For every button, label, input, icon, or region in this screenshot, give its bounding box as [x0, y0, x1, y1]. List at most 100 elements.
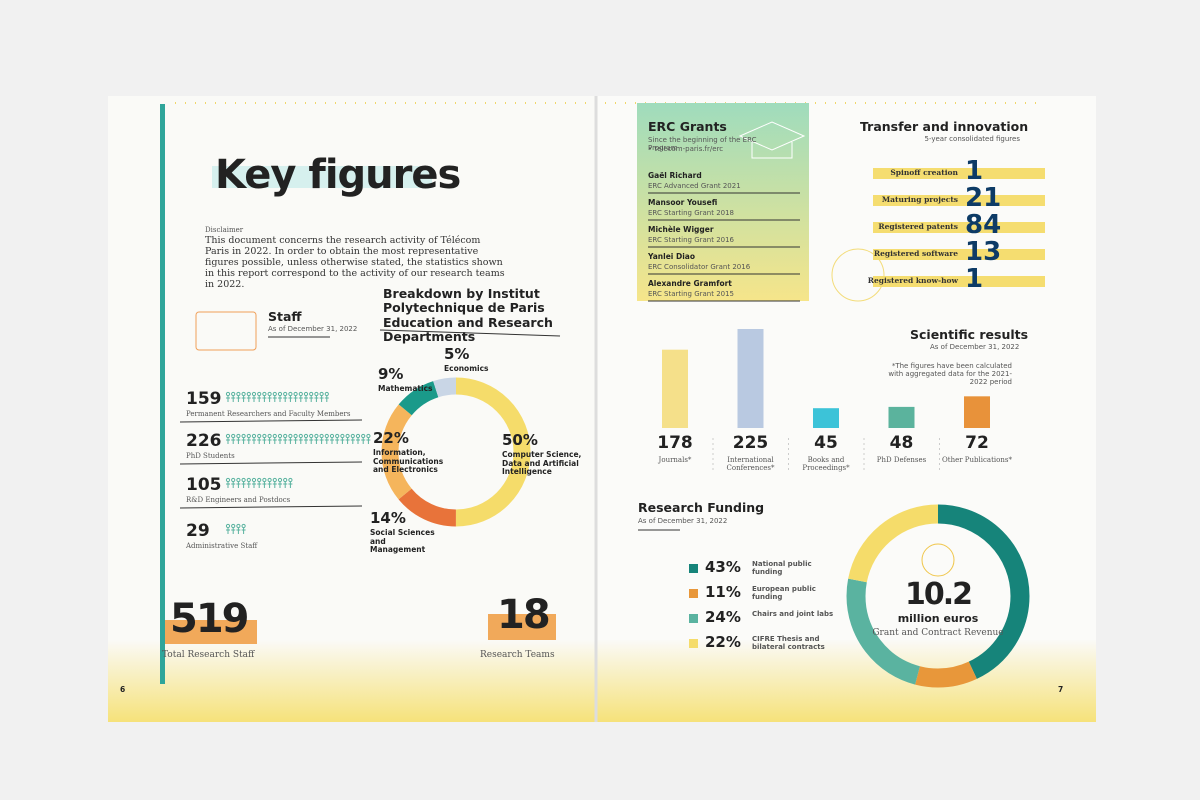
- funding-caption: Grant and Contract Revenue: [872, 628, 1004, 638]
- item-bar: [873, 195, 1045, 206]
- segment-percent: 14%: [370, 509, 406, 527]
- cap-icon: [738, 121, 806, 159]
- erc-link: • telecom-paris.fr/erc: [648, 145, 724, 153]
- item-bar: [873, 222, 1045, 233]
- staff-count: 159: [186, 389, 222, 409]
- segment-percent: 9%: [378, 365, 404, 383]
- donut-segment: [381, 377, 531, 527]
- right-footer: [598, 640, 1096, 722]
- item-bar: [873, 276, 1045, 287]
- staff-label: Permanent Researchers and Faculty Member…: [186, 410, 351, 418]
- staff-label: Administrative Staff: [186, 542, 258, 550]
- chart-title: Scientific results: [910, 327, 1029, 342]
- legend-percent: 11%: [705, 583, 741, 601]
- chart-note: *The figures have been calculated with a…: [888, 362, 1012, 387]
- erc-title: ERC Grants: [648, 119, 727, 134]
- page-number: 6: [120, 685, 126, 694]
- segment-label: Information, Communications and Electron…: [373, 448, 444, 475]
- staff-label: PhD Students: [186, 452, 235, 460]
- staff-date: As of December 31, 2022: [268, 325, 358, 333]
- legend-percent: 24%: [705, 608, 741, 626]
- rule: [179, 505, 363, 509]
- bar: [813, 408, 839, 428]
- chart-date: As of December 31, 2022: [930, 343, 1020, 351]
- edge-strip: [160, 104, 165, 684]
- funding-total: 10.2: [904, 577, 973, 612]
- transfer-subtitle: 5-year consolidated figures: [924, 135, 1020, 143]
- grant-type: ERC Starting Grant 2018: [648, 209, 735, 217]
- item-value: 1: [965, 156, 984, 186]
- item-label: Maturing projects: [881, 195, 958, 204]
- rule: [179, 419, 363, 423]
- total-label: Research Teams: [480, 650, 555, 660]
- grant-type: ERC Starting Grant 2016: [648, 236, 735, 244]
- item-label: Registered patents: [878, 222, 958, 231]
- donut-segment: [846, 504, 1030, 688]
- legend-label: European public funding: [752, 585, 816, 602]
- chart-date: As of December 31, 2022: [638, 517, 728, 525]
- legend-swatch: [689, 639, 698, 648]
- erc-subtitle: Since the beginning of the ERC Program: [648, 136, 757, 153]
- bar-value: 45: [814, 433, 838, 453]
- grant-type: ERC Consolidator Grant 2016: [648, 263, 751, 271]
- segment-label: Economics: [444, 364, 489, 373]
- bulb-icon: [831, 248, 885, 302]
- segment-percent: 5%: [444, 345, 470, 363]
- donut-segment: [381, 377, 531, 527]
- total-value: 18: [497, 592, 551, 638]
- segment-label: Mathematics: [378, 384, 433, 393]
- grant-name: Michèle Wigger: [648, 225, 714, 234]
- bar-label: Journals*: [658, 456, 692, 464]
- legend-label: CIFRE Thesis and bilateral contracts: [752, 635, 825, 652]
- coin-icon: [921, 543, 955, 577]
- legend-label: National public funding: [752, 560, 812, 577]
- item-label: Spinoff creation: [890, 168, 958, 177]
- bar-value: 225: [732, 433, 769, 453]
- legend-percent: 22%: [705, 633, 741, 651]
- bar-value: 72: [965, 433, 989, 453]
- legend-swatch: [689, 564, 698, 573]
- segment-label: Social Sciences and Management: [370, 528, 435, 555]
- segment-percent: 22%: [373, 429, 409, 447]
- erc-box: [637, 103, 809, 301]
- donut-segment: [846, 504, 1030, 688]
- title-highlight: [212, 166, 432, 188]
- bar-value: 178: [657, 433, 693, 453]
- grant-name: Gaël Richard: [648, 171, 702, 180]
- transfer-title: Transfer and innovation: [860, 119, 1029, 134]
- page-number: 7: [1058, 685, 1064, 694]
- people-icons: [225, 477, 293, 488]
- bar: [737, 329, 764, 428]
- item-value: 21: [965, 183, 1002, 213]
- bar: [964, 396, 990, 428]
- funding-unit: million euros: [897, 612, 979, 625]
- legend-label: Chairs and joint labs: [752, 610, 834, 618]
- legend-swatch: [689, 614, 698, 623]
- total-value: 519: [170, 596, 249, 642]
- legend-percent: 43%: [705, 558, 741, 576]
- staff-count: 226: [186, 431, 222, 451]
- rule: [179, 461, 363, 465]
- staff-title: Staff: [268, 309, 302, 324]
- people-icons: [225, 433, 371, 444]
- donut-segment: [846, 504, 1030, 688]
- people-icons: [225, 391, 329, 402]
- people-icons: [225, 523, 246, 534]
- item-label: Registered software: [873, 249, 958, 258]
- item-bar: [873, 249, 1045, 260]
- bar-value: 48: [889, 433, 914, 453]
- bar: [888, 406, 915, 428]
- page-title: Key figures: [215, 152, 461, 198]
- staff-count: 105: [186, 475, 222, 495]
- grant-name: Yanlei Diao: [648, 252, 695, 261]
- bar-label: International Conferences*: [726, 456, 775, 473]
- segment-percent: 50%: [502, 431, 538, 449]
- total-label: Total Research Staff: [162, 650, 255, 660]
- bar-label: PhD Defenses: [876, 456, 927, 464]
- staff-label: R&D Engineers and Postdocs: [186, 496, 291, 504]
- bar-label: Books and Proceedings*: [802, 456, 850, 473]
- total-highlight: [488, 614, 556, 640]
- item-bar: [873, 168, 1045, 179]
